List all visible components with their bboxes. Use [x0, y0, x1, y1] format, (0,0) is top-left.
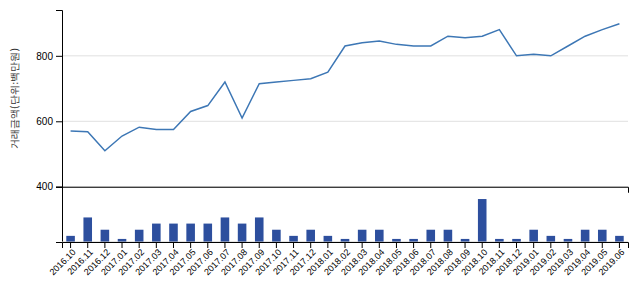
y-axis: [56, 187, 63, 242]
y-axis: 400 600 800: [36, 11, 62, 193]
axis-line: [56, 11, 63, 188]
bar: [598, 230, 607, 242]
bar: [375, 230, 384, 242]
bar: [289, 236, 298, 242]
bar: [83, 217, 92, 242]
bar: [238, 224, 247, 242]
tick-mark: [56, 56, 62, 57]
bar: [272, 230, 281, 242]
axis-line: [56, 187, 63, 242]
marks: [66, 199, 623, 242]
bar: [135, 230, 144, 242]
tick: 800: [36, 51, 62, 62]
x-axis: 2016.102016.112016.122017.012017.022017.…: [48, 242, 629, 277]
bar: [152, 224, 161, 242]
bar: [255, 217, 264, 242]
bar: [169, 224, 178, 242]
panel: 2016.102016.112016.122017.012017.022017.…: [48, 187, 629, 277]
bar: [358, 230, 367, 242]
tick: 2019.06: [596, 242, 626, 277]
tick-label: 600: [36, 116, 53, 127]
tick-label: 800: [36, 51, 53, 62]
bar: [306, 230, 315, 242]
grid-line: [62, 121, 628, 122]
tick-mark: [56, 121, 62, 122]
bar: [444, 230, 453, 242]
axis-line: [63, 243, 629, 249]
bar: [204, 224, 213, 242]
marks: [71, 24, 620, 151]
bar: [66, 236, 75, 242]
line: [71, 24, 620, 151]
bar: [324, 236, 333, 242]
grid: [62, 56, 628, 187]
bar: [478, 199, 487, 242]
tick-label: 400: [36, 181, 53, 192]
tick-label: 2019.06: [596, 247, 626, 277]
panel: 400 600 800 거래금액(단위:백만원): [9, 11, 629, 193]
y-axis-title: 거래금액(단위:백만원): [9, 48, 20, 149]
x-axis: [63, 187, 629, 193]
chart: 400 600 800 거래금액(단위:백만원) 2016.102016.112016.…: [0, 0, 640, 294]
bar: [101, 230, 110, 242]
axis-line: [63, 187, 629, 193]
tick: 600: [36, 116, 62, 127]
bar: [615, 236, 624, 242]
bar: [221, 217, 230, 242]
bar: [186, 224, 195, 242]
bar: [547, 236, 556, 242]
bar: [426, 230, 435, 242]
bar: [581, 230, 590, 242]
bar: [529, 230, 538, 242]
